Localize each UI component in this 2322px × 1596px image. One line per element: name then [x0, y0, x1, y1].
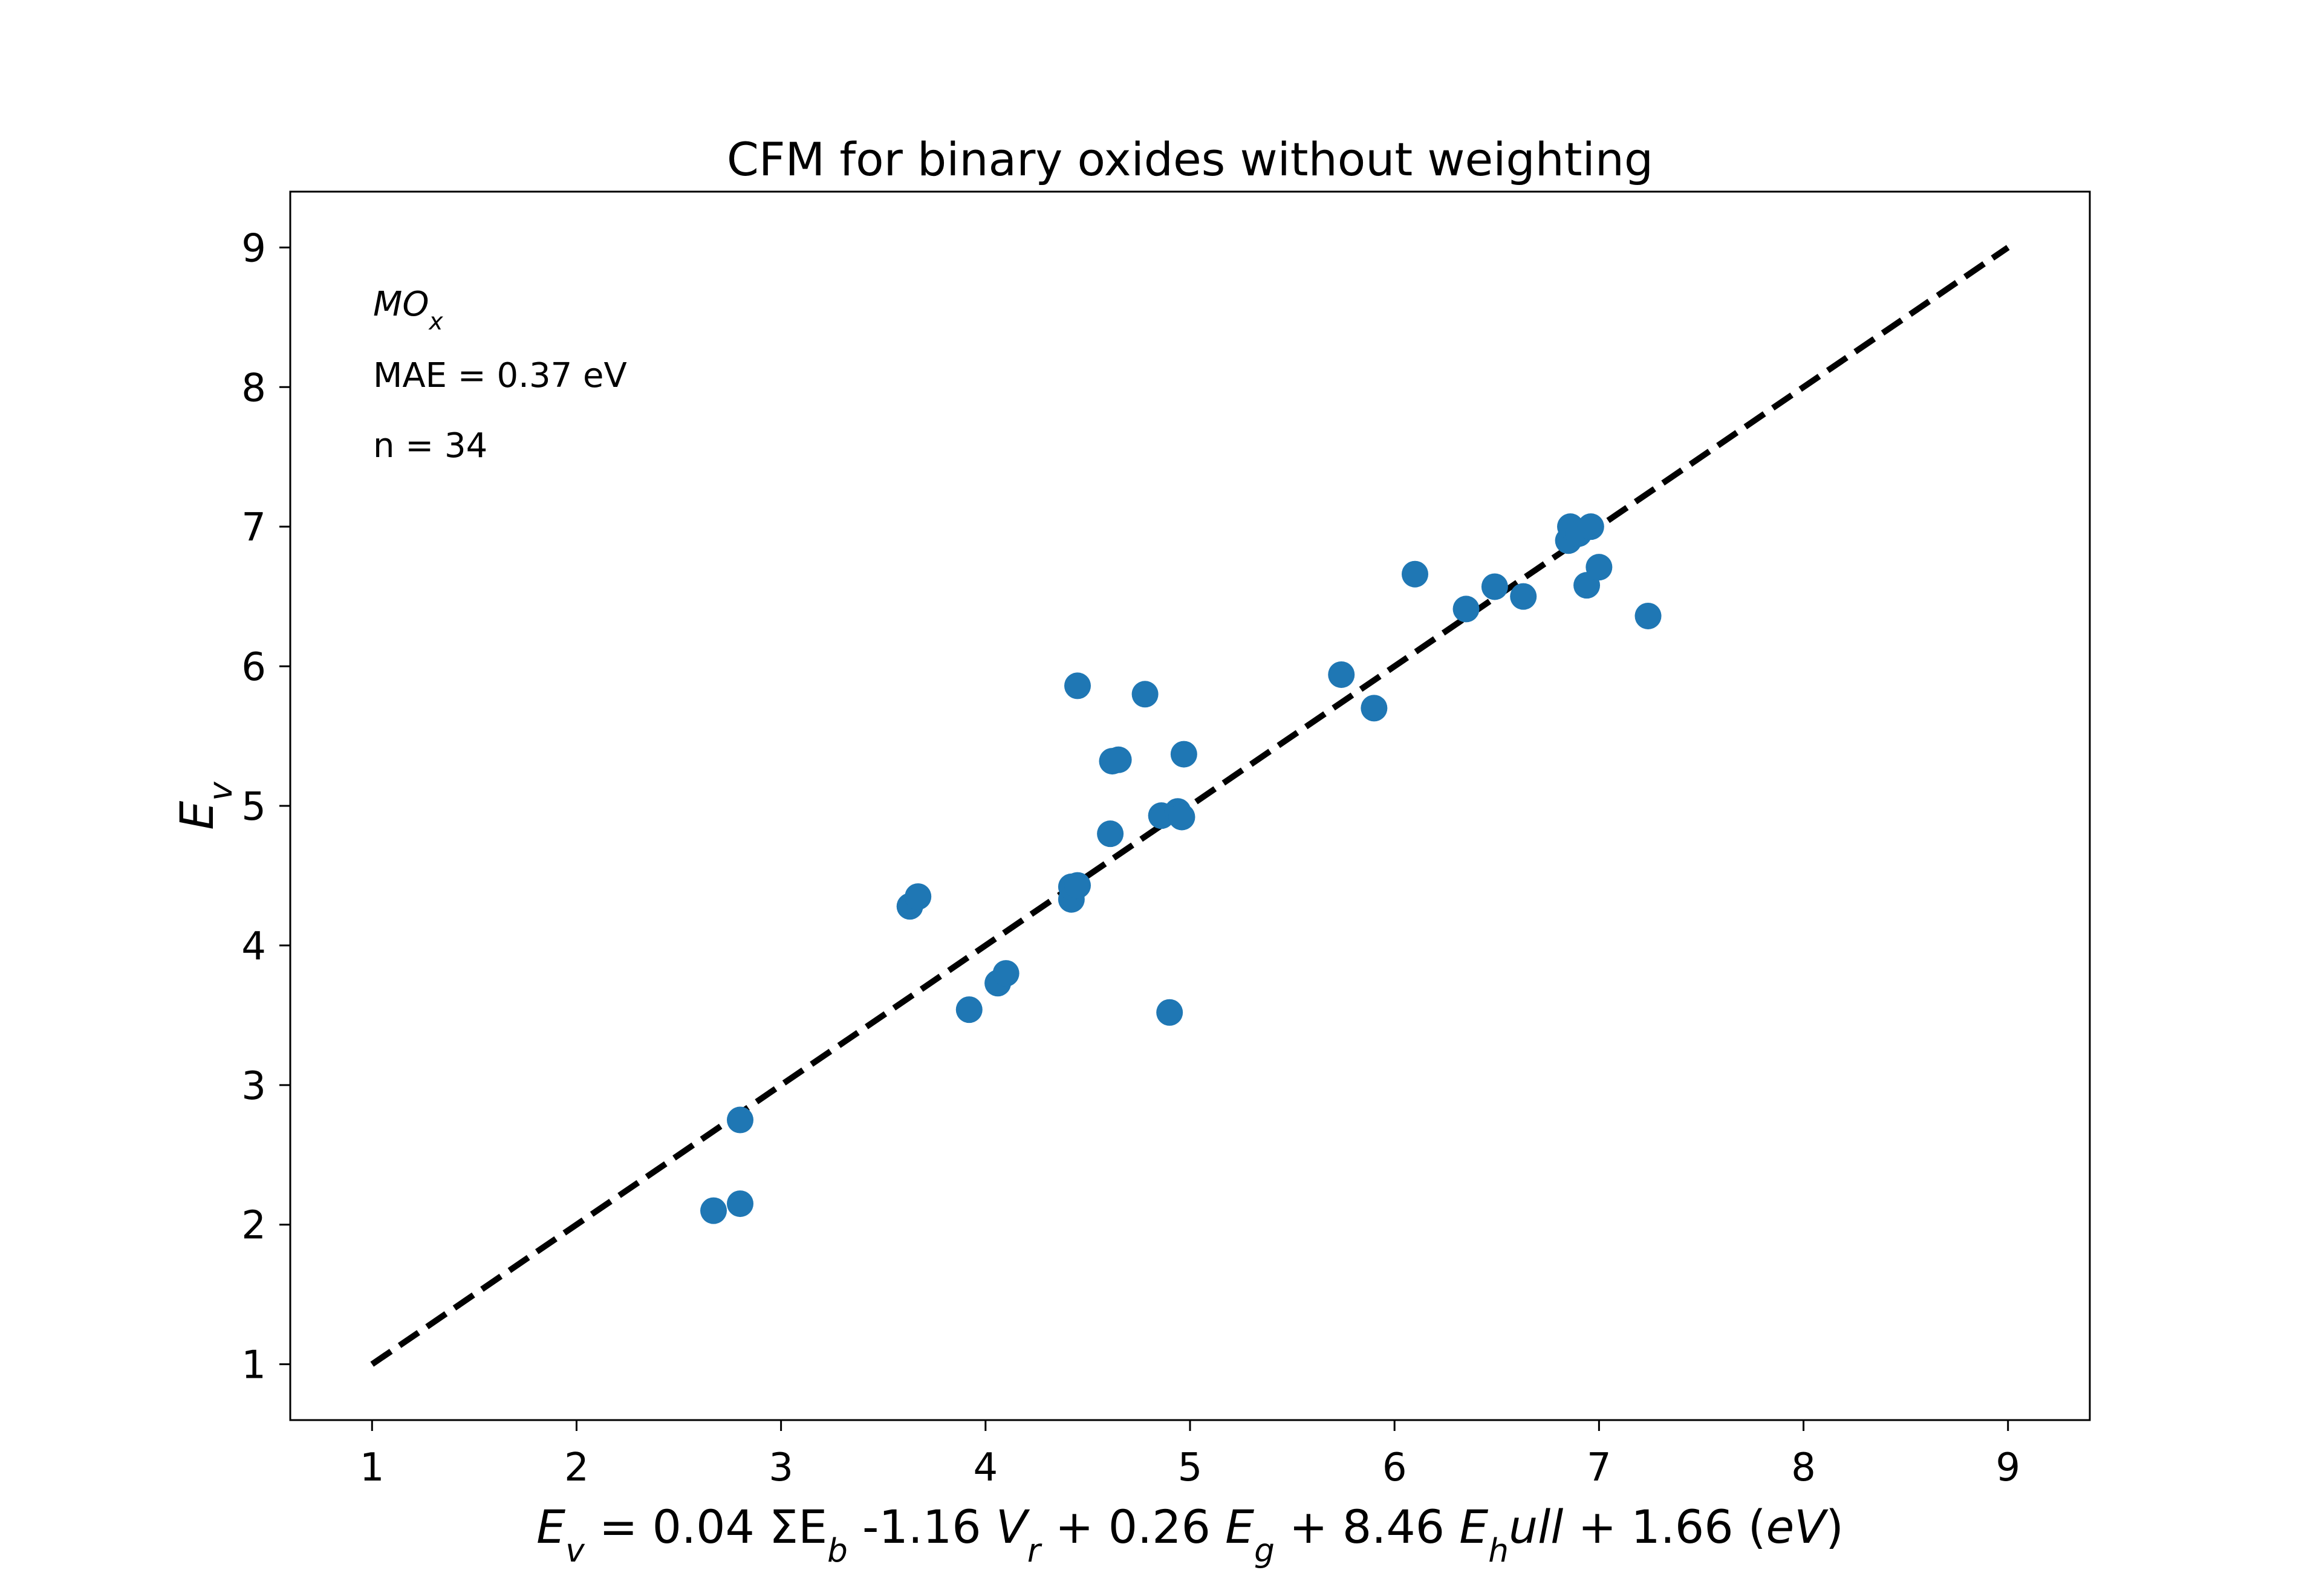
y-tick-label: 6	[241, 645, 266, 690]
data-point	[1402, 560, 1428, 588]
chart-title: CFM for binary oxides without weighting	[727, 132, 1653, 186]
data-point	[1361, 695, 1388, 722]
y-tick-label: 3	[241, 1064, 266, 1109]
x-axis-label: Ev = 0.04 ΣEb -1.16 Vr + 0.26 Eg + 8.46 …	[536, 1500, 1844, 1569]
y-tick-label: 1	[241, 1343, 266, 1388]
data-point	[1105, 746, 1132, 773]
data-point	[1064, 872, 1091, 899]
data-point	[1481, 573, 1508, 600]
data-point	[1170, 741, 1197, 768]
label-segment: E	[1225, 1500, 1254, 1554]
chart-marks	[370, 245, 2010, 1367]
label-segment: v	[202, 781, 239, 801]
data-point	[1328, 661, 1355, 688]
label-segment: MO	[373, 285, 429, 324]
x-tick-label: 9	[1995, 1445, 2020, 1490]
x-tick-label: 2	[564, 1445, 589, 1490]
chart-axes: 1 2 3 4 5 6 7 8 9 1 2 3 4 5 6 7 8 9	[241, 226, 2020, 1490]
label-segment: g	[1254, 1532, 1275, 1569]
label-segment: + 0.26	[1041, 1500, 1225, 1554]
label-segment: )	[1826, 1500, 1844, 1554]
data-point	[727, 1106, 753, 1134]
label-segment: V	[996, 1500, 1030, 1554]
data-point	[700, 1197, 727, 1224]
x-tick-label: 4	[973, 1445, 998, 1490]
label-segment: E	[1459, 1500, 1488, 1554]
y-tick-label: 9	[241, 226, 266, 271]
label-segment: v	[565, 1532, 585, 1569]
y-tick-label: 7	[241, 505, 266, 550]
y-tick-label: 4	[241, 924, 266, 969]
y-axis-label: Ev	[170, 781, 239, 830]
x-tick-label: 1	[360, 1445, 385, 1490]
data-point	[1097, 820, 1124, 848]
y-tick-label: 2	[241, 1204, 266, 1248]
data-point	[1064, 672, 1091, 699]
data-point	[1131, 681, 1159, 708]
annotation-count: n = 34	[373, 426, 487, 465]
data-point	[1634, 602, 1662, 629]
label-segment: -1.16	[848, 1500, 996, 1554]
label-segment: x	[428, 308, 443, 336]
label-segment: r	[1027, 1532, 1042, 1569]
data-point	[992, 960, 1020, 987]
x-tick-label: 7	[1587, 1445, 1611, 1490]
y-tick-label: 5	[241, 785, 266, 829]
label-segment: h	[1488, 1532, 1509, 1569]
data-point	[1168, 803, 1195, 831]
data-point	[1452, 595, 1480, 623]
data-point	[727, 1190, 753, 1218]
label-segment: + 8.46	[1275, 1500, 1459, 1554]
label-segment: ull	[1509, 1500, 1563, 1554]
data-point	[905, 883, 932, 910]
label-segment: E	[170, 801, 224, 830]
annotation-formula: MOx	[373, 285, 443, 336]
reference-line	[370, 245, 2010, 1367]
label-segment: E	[536, 1500, 565, 1554]
x-tick-label: 8	[1791, 1445, 1816, 1490]
label-segment: b	[827, 1532, 848, 1569]
x-tick-label: 3	[769, 1445, 793, 1490]
data-point	[955, 996, 983, 1023]
data-point	[1577, 513, 1604, 540]
x-tick-label: 5	[1178, 1445, 1203, 1490]
annotation-mae: MAE = 0.37 eV	[373, 356, 627, 395]
label-segment: = 0.04 ΣE	[585, 1500, 827, 1554]
label-segment: eV	[1766, 1500, 1829, 1554]
data-point	[1510, 583, 1537, 610]
y-tick-label: 8	[241, 366, 266, 410]
x-tick-label: 6	[1382, 1445, 1407, 1490]
data-point	[1156, 999, 1183, 1026]
label-segment: + 1.66 (	[1563, 1500, 1766, 1554]
data-point	[1585, 554, 1613, 581]
